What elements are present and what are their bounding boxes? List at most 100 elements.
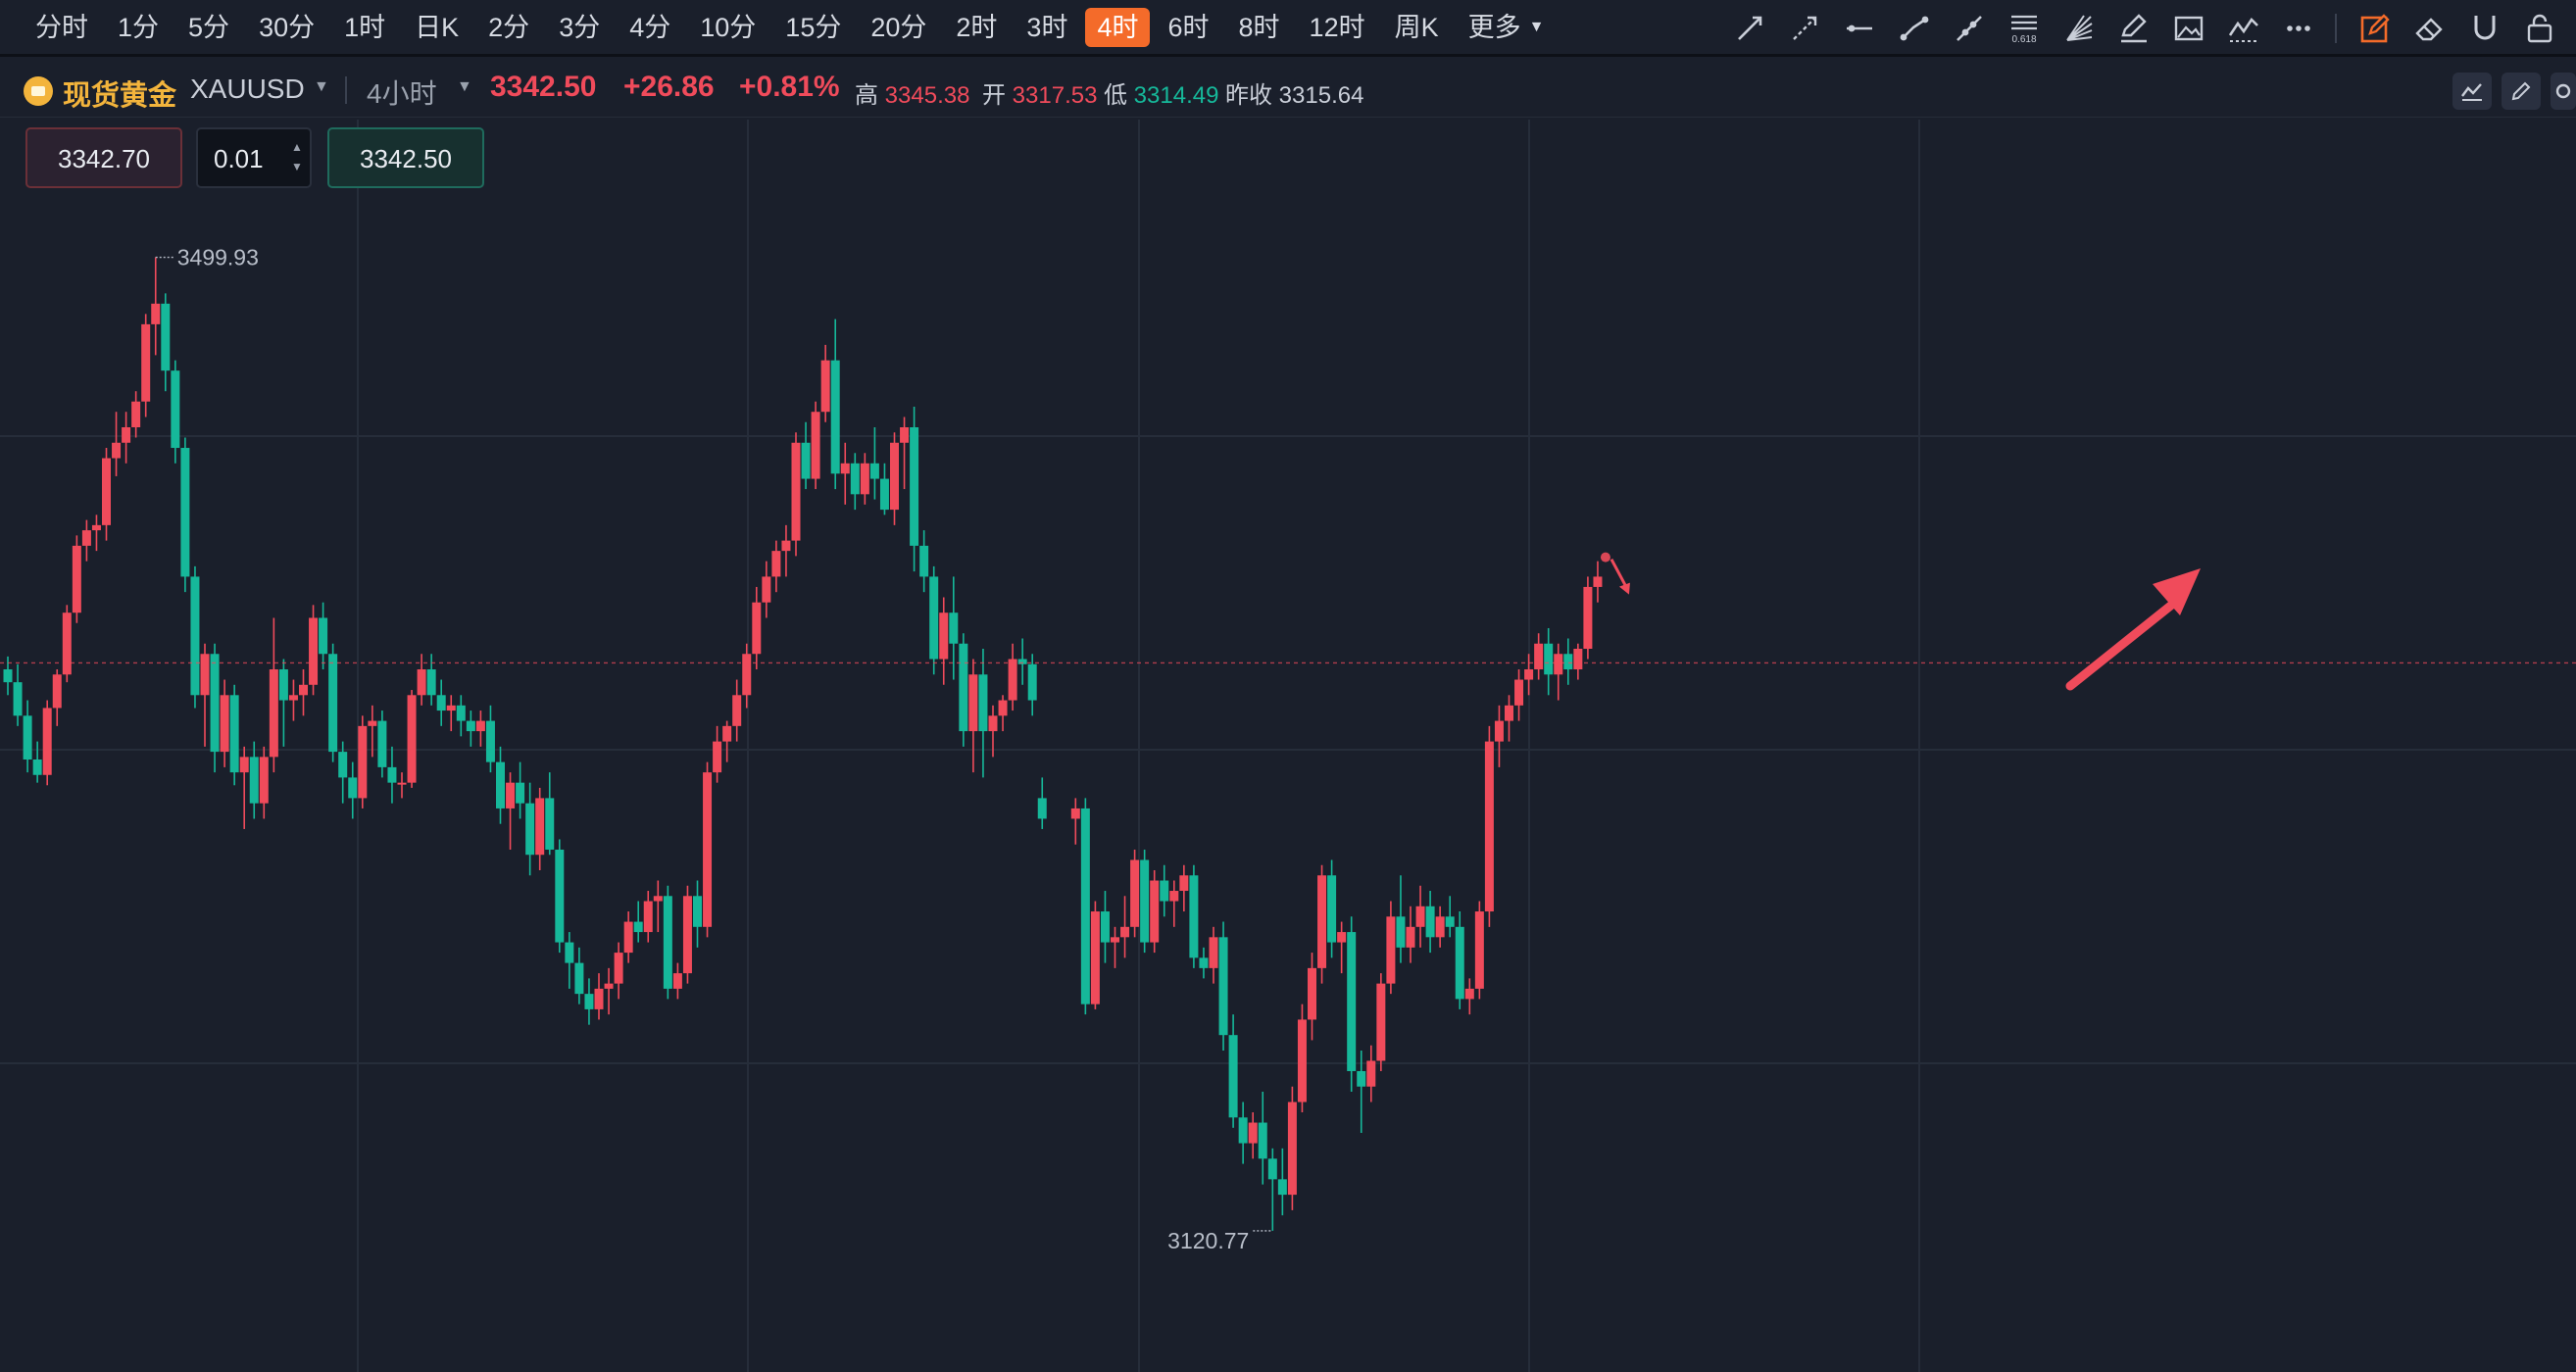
candle-body [771, 551, 781, 577]
period-tab[interactable]: 周K [1394, 13, 1439, 42]
segment-icon[interactable] [1892, 6, 1937, 51]
magnet-icon[interactable] [2462, 6, 2507, 51]
low-value: 3314.49 [1133, 82, 1219, 109]
candle-body [1366, 1060, 1376, 1087]
candle-body [850, 463, 860, 495]
period-tab[interactable]: 5分 [188, 13, 230, 42]
candle-body [1238, 1117, 1248, 1144]
candle-body [1484, 741, 1494, 912]
candle-body [1150, 880, 1160, 943]
candle-body [72, 545, 81, 613]
quantity-value[interactable]: 0.01 [214, 144, 264, 173]
period-tab[interactable]: 20分 [870, 13, 927, 42]
settings-icon[interactable] [2551, 73, 2576, 110]
ray-icon[interactable] [1782, 6, 1827, 51]
buy-price-button[interactable]: 3342.50 [327, 127, 484, 188]
candle-body [584, 994, 594, 1009]
sell-price-button[interactable]: 3342.70 [25, 127, 182, 188]
symbol-dropdown-icon[interactable]: ▼ [314, 78, 329, 95]
svg-text:0.618: 0.618 [2011, 34, 2036, 45]
high-label: 高 [855, 82, 878, 109]
period-tab[interactable]: 3时 [1026, 13, 1068, 42]
candle-body [703, 772, 713, 927]
candle-body [161, 303, 171, 371]
trend-line-icon[interactable] [1727, 6, 1772, 51]
candle-body [1308, 967, 1316, 1020]
period-tab[interactable]: 6时 [1167, 13, 1210, 42]
more-icon[interactable] [2276, 6, 2321, 51]
candle-body [968, 674, 978, 732]
period-tab[interactable]: 12时 [1309, 13, 1365, 42]
wave-icon[interactable] [2221, 6, 2266, 51]
price-change-percent: +0.81% [739, 71, 840, 103]
candle-body [742, 654, 752, 696]
quantity-stepper[interactable]: 0.01 ▲ ▼ [196, 127, 312, 188]
period-tab[interactable]: 2时 [956, 13, 998, 42]
candle-body [62, 612, 72, 675]
candle-body [1070, 808, 1080, 819]
candle-body [879, 478, 889, 511]
period-tab[interactable]: 4分 [629, 13, 671, 42]
period-tab[interactable]: 15分 [785, 13, 842, 42]
period-tab[interactable]: 3分 [559, 13, 601, 42]
interval-select[interactable]: 4小时 [367, 78, 437, 109]
fibonacci-icon[interactable]: 0.618 [2002, 6, 2047, 51]
candle-body [269, 669, 278, 758]
period-tab[interactable]: 更多 [1467, 13, 1521, 42]
indicator-toggle-icon[interactable] [2452, 73, 2492, 110]
draw-mode-icon[interactable] [2353, 6, 2398, 51]
symbol-code[interactable]: XAUUSD [190, 74, 305, 104]
period-tab[interactable]: 8时 [1238, 13, 1280, 42]
brush-icon[interactable] [2111, 6, 2156, 51]
candle-body [1583, 586, 1593, 649]
prev-close-value: 3315.64 [1278, 82, 1364, 109]
candle-body [988, 715, 998, 732]
eraser-icon[interactable] [2407, 6, 2452, 51]
period-tab[interactable]: 30分 [259, 13, 316, 42]
candle-body [801, 442, 811, 479]
period-tab[interactable]: 1分 [118, 13, 160, 42]
candle-body [397, 782, 407, 785]
candle-body [1008, 659, 1017, 701]
candle-body [1554, 654, 1563, 675]
image-icon[interactable] [2166, 6, 2211, 51]
candle-body [1445, 916, 1455, 927]
candle-body [1277, 1179, 1287, 1196]
period-tab[interactable]: 4时 [1085, 8, 1151, 47]
period-tab[interactable]: 1时 [344, 13, 386, 42]
candle-body [722, 725, 732, 742]
candle-body [1327, 875, 1337, 943]
symbol-name[interactable]: 现货黄金 [63, 80, 177, 112]
candle-body [23, 715, 32, 760]
candle-body [131, 401, 141, 427]
candle-body [1524, 669, 1534, 680]
candle-body [811, 412, 820, 479]
candle-body [1160, 880, 1169, 902]
interval-dropdown-icon[interactable]: ▼ [457, 78, 472, 95]
extended-line-icon[interactable] [1947, 6, 1992, 51]
candle-body [1130, 859, 1140, 927]
edit-icon[interactable] [2502, 73, 2541, 110]
last-price: 3342.50 [490, 71, 597, 103]
candle-body [1534, 643, 1544, 670]
period-tab[interactable]: 分时 [35, 13, 88, 42]
candle-body [1209, 937, 1218, 968]
red-arrow-large-head [2153, 568, 2201, 615]
candle-body [1090, 911, 1100, 1004]
candle-body [368, 720, 377, 726]
horizontal-line-icon[interactable] [1837, 6, 1882, 51]
more-dropdown-icon[interactable]: ▼ [1528, 19, 1545, 35]
period-tab[interactable]: 2分 [488, 13, 530, 42]
fan-icon[interactable] [2056, 6, 2102, 51]
candle-body [52, 674, 62, 709]
prev-close-stat: 昨收 3315.64 [1225, 75, 1363, 110]
candle-body [102, 458, 111, 525]
candle-body [752, 602, 762, 655]
lock-icon[interactable] [2517, 6, 2562, 51]
period-tab[interactable]: 10分 [700, 13, 757, 42]
candle-body [565, 942, 574, 963]
candle-body [496, 761, 505, 808]
period-tab[interactable]: 日K [415, 13, 460, 42]
quantity-spin-icon[interactable]: ▲ ▼ [291, 140, 303, 173]
